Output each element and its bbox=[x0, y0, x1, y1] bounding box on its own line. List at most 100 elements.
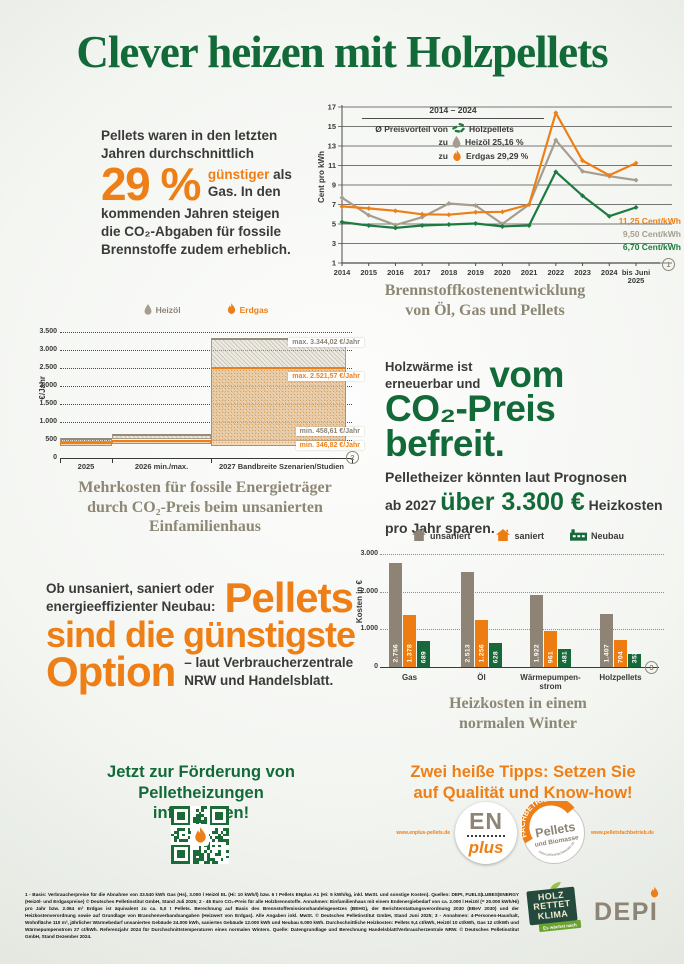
qr-module bbox=[215, 811, 224, 820]
tips-heading: Zwei heiße Tipps: Setzen Sie auf Qualitä… bbox=[410, 763, 636, 802]
co2-free-text: Holzwärme ist erneuerbar und vom CO₂-Pre… bbox=[385, 356, 683, 537]
holz-rettet-klima-logo: HOLZ RETTET KLIMA Es wächst nach bbox=[526, 882, 584, 938]
qr-module bbox=[182, 828, 185, 831]
co2-body-line: ab 2027 bbox=[385, 497, 441, 514]
qr-module bbox=[201, 855, 205, 859]
qr-module bbox=[204, 817, 207, 820]
data-point bbox=[473, 202, 479, 208]
data-point bbox=[392, 222, 398, 228]
y-tick-label: 17 bbox=[328, 103, 336, 112]
qr-module bbox=[195, 808, 199, 812]
data-point bbox=[553, 137, 559, 143]
qr-module bbox=[201, 814, 205, 818]
end-label-heizoel: 9,50 Cent/kWh bbox=[622, 229, 681, 239]
fuel-cost-line-chart: 1 3 5 7 9 11 13 15 17 2014 2015 2016 2017 2018 2019 202… bbox=[316, 99, 684, 299]
qr-module bbox=[201, 858, 205, 862]
qr-module bbox=[176, 833, 180, 837]
series-line-Holzpellets bbox=[341, 170, 637, 229]
x-tick-label: Holzpellets bbox=[599, 673, 642, 682]
qr-module bbox=[217, 836, 221, 840]
qr-module bbox=[176, 836, 180, 840]
qr-module bbox=[176, 811, 185, 820]
house-icon bbox=[412, 529, 426, 543]
qr-module bbox=[179, 839, 183, 842]
qr-module bbox=[182, 833, 185, 837]
qr-module bbox=[195, 852, 199, 856]
range-chart-title: Mehrkosten für fossile Energieträger dur… bbox=[78, 479, 332, 536]
x-tick-label: 2027 Bandbreite Szenarien/Studien bbox=[218, 462, 345, 471]
range-band-Erdgas bbox=[60, 442, 112, 447]
qr-module bbox=[171, 833, 174, 837]
qr-module bbox=[193, 850, 196, 853]
data-point bbox=[446, 201, 452, 207]
data-point bbox=[392, 225, 398, 231]
bar-chart-plot: 0 1.000 2.000 3.000 2.756 2.513 1.922 1.407 1.37… bbox=[352, 522, 684, 740]
qr-module bbox=[215, 861, 218, 864]
x-tick-label: 2019 bbox=[467, 268, 484, 277]
data-point bbox=[633, 204, 639, 210]
data-point bbox=[633, 177, 639, 183]
qr-module bbox=[198, 858, 202, 862]
qr-module bbox=[198, 850, 202, 853]
qr-module bbox=[195, 850, 199, 853]
range-band-Erdgas bbox=[112, 440, 211, 445]
y-tick-label: 15 bbox=[328, 122, 336, 131]
y-tick-label: 9 bbox=[332, 181, 336, 190]
qr-module bbox=[187, 830, 191, 834]
co2-big-line: CO₂-Preis befreit. bbox=[385, 388, 556, 464]
fachbetrieb-url-link[interactable]: www.pelletsfachbetrieb.de bbox=[591, 830, 654, 836]
data-point bbox=[446, 212, 452, 218]
legend-heading: Ø Preisvorteil von bbox=[375, 123, 448, 134]
x-tick-label: 2025 bbox=[628, 276, 645, 285]
qr-module bbox=[215, 852, 218, 856]
legend-label: Erdgas 29,29 % bbox=[466, 151, 529, 161]
legend-prefix: zu bbox=[438, 151, 448, 161]
x-axis bbox=[380, 667, 659, 668]
data-point bbox=[606, 172, 612, 178]
data-point bbox=[392, 208, 398, 214]
bar-value-label: 1.922 bbox=[533, 644, 540, 663]
qr-module bbox=[201, 808, 205, 812]
y-tick-label: 1.500 bbox=[39, 400, 57, 407]
qr-module bbox=[195, 861, 199, 864]
qr-module bbox=[212, 830, 216, 834]
x-tick bbox=[60, 458, 61, 463]
qr-module bbox=[215, 828, 218, 831]
qr-module bbox=[206, 855, 210, 859]
qr-module bbox=[179, 828, 183, 831]
value-label: min. 346,82 €/Jahr bbox=[295, 441, 364, 450]
data-point bbox=[419, 222, 425, 228]
pellets-pre-line: Ob unsaniert, saniert oder bbox=[46, 581, 215, 597]
qr-module bbox=[206, 858, 210, 862]
qr-module bbox=[195, 817, 199, 820]
enplus-url-link[interactable]: www.enplus-pellets.de bbox=[396, 830, 451, 836]
line-chart-title: Brennstoffkostenentwicklung von Öl, Gas … bbox=[384, 282, 586, 319]
intro-text: Pellets waren in den letzten Jahren durc… bbox=[101, 127, 346, 259]
bar-value-label: 481 bbox=[561, 650, 568, 663]
y-tick-label: 5 bbox=[332, 220, 336, 229]
y-tick-label: 1.000 bbox=[39, 418, 57, 425]
qr-module bbox=[187, 828, 191, 831]
gridline bbox=[60, 422, 352, 423]
y-tick-label: 1 bbox=[332, 259, 336, 268]
page-title: Clever heizen mit Holzpellets bbox=[76, 27, 608, 77]
co2-body-line: Heizkosten bbox=[584, 497, 663, 514]
value-label: max. 2.521,57 €/Jahr bbox=[288, 372, 364, 381]
data-point bbox=[526, 202, 532, 207]
qr-module bbox=[182, 839, 185, 842]
qr-module bbox=[198, 844, 202, 848]
legend-label: Heizöl bbox=[155, 305, 181, 315]
data-point bbox=[633, 160, 639, 166]
qr-module bbox=[176, 828, 180, 831]
bar-value-label: 628 bbox=[492, 650, 499, 663]
pellets-option-text: Ob unsaniert, saniert oder energieeffizi… bbox=[46, 577, 376, 692]
flame-icon bbox=[452, 150, 462, 162]
bar-Neubau-Öl: 628 bbox=[489, 643, 502, 667]
pellets-big-line: sind die günstigste bbox=[46, 613, 356, 655]
fachbetrieb-logo: FACHBETRIEB Pellets und Biomasse www.pel… bbox=[518, 794, 586, 865]
footnote-marker-2: 2 bbox=[346, 451, 359, 464]
y-tick-label: 3.000 bbox=[39, 346, 57, 353]
legend-prefix: zu bbox=[438, 137, 448, 147]
bar-chart-legend: unsaniert saniert Neubau bbox=[352, 529, 684, 543]
data-point bbox=[606, 213, 612, 219]
